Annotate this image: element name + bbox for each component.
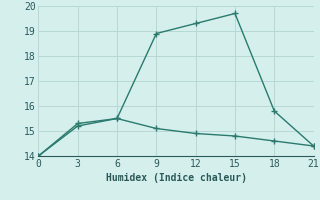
X-axis label: Humidex (Indice chaleur): Humidex (Indice chaleur) [106,173,246,183]
